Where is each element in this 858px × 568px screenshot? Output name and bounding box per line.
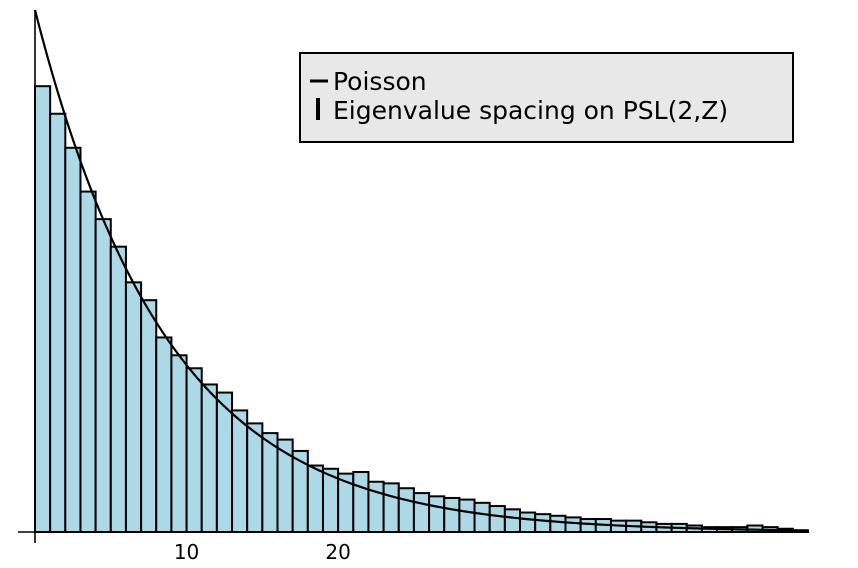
x-axis-ticks: 10 20 [174, 540, 351, 564]
histogram-bar [412, 492, 431, 534]
legend-eigenvalue-swatch [316, 98, 320, 120]
histogram-bar [579, 518, 597, 534]
histogram-bar [170, 354, 188, 533]
histogram-bar [397, 487, 415, 534]
histogram-bar [443, 496, 461, 533]
histogram-bar [503, 508, 522, 534]
histogram-bar [246, 422, 264, 534]
histogram-bar [488, 505, 506, 533]
histogram-bar [185, 367, 203, 534]
histogram-bar [34, 85, 52, 534]
histogram-bar [64, 146, 82, 533]
histogram-bar [564, 516, 582, 533]
histogram-bar [49, 112, 67, 533]
histogram-bar [473, 501, 491, 534]
histogram-bar [534, 513, 552, 534]
histogram-bar [231, 409, 249, 533]
histogram-bar [261, 432, 279, 534]
legend-label-poisson: Poisson [333, 67, 427, 96]
histogram-bar [124, 281, 143, 534]
legend-label-eigenvalue-spacing: Eigenvalue spacing on PSL(2,Z) [333, 96, 728, 125]
legend: Poisson Eigenvalue spacing on PSL(2,Z) [299, 52, 794, 143]
histogram-bar [109, 245, 127, 533]
axes [18, 10, 808, 543]
histogram-bar [519, 511, 537, 533]
histogram-bar [382, 482, 400, 533]
x-tick-label: 10 [174, 540, 199, 564]
x-tick-label: 20 [325, 540, 350, 564]
histogram-bar [306, 464, 324, 533]
histogram-bar [79, 190, 97, 533]
histogram-bar [549, 514, 567, 533]
histogram-bar [200, 383, 218, 534]
histogram-bar [458, 498, 476, 533]
legend-box [299, 52, 794, 143]
poisson-curve [33, 9, 809, 532]
histogram-bar [140, 299, 158, 533]
histogram-bars [34, 85, 810, 534]
histogram-bar [428, 495, 446, 534]
histogram-bar [352, 471, 370, 534]
histogram-bar [215, 391, 234, 534]
histogram-bar [155, 336, 173, 534]
histogram-bar [94, 218, 112, 533]
